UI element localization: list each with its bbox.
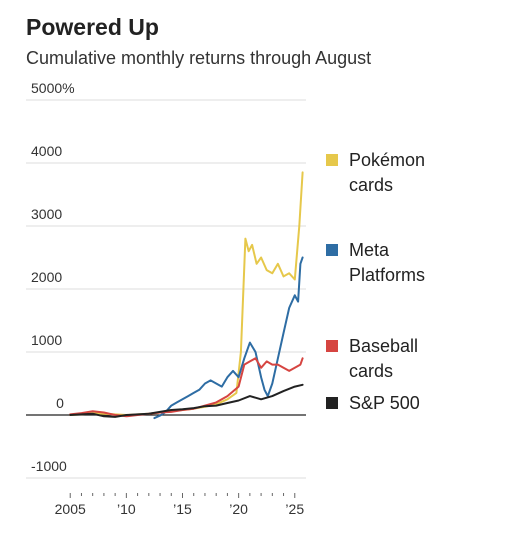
series-line-baseball-cards (69, 357, 304, 418)
legend-swatch-baseball-cards (326, 340, 338, 352)
legend-label-meta-platforms: Platforms (349, 265, 425, 285)
series-lines (69, 171, 304, 420)
y-tick-label: 3000 (31, 206, 62, 222)
y-tick-label: -1000 (31, 458, 67, 474)
y-tick-label: 2000 (31, 269, 62, 285)
gridlines (26, 99, 306, 479)
y-tick-label: 4000 (31, 143, 62, 159)
legend-swatch-meta-platforms (326, 244, 338, 256)
series-line-s-p-500 (69, 383, 304, 418)
y-tick-label: 5000% (31, 80, 75, 96)
legend-label-s-p-500: S&P 500 (349, 393, 420, 413)
legend-label-pok-mon-cards: cards (349, 175, 393, 195)
series-line-meta-platforms (153, 256, 304, 420)
legend-label-baseball-cards: cards (349, 361, 393, 381)
legend-label-baseball-cards: Baseball (349, 336, 418, 356)
x-tick-label: ’20 (229, 501, 248, 517)
x-tick-label: ’15 (173, 501, 192, 517)
x-tick-label: ’25 (285, 501, 304, 517)
chart-subtitle: Cumulative monthly returns through Augus… (26, 48, 372, 68)
legend-label-meta-platforms: Meta (349, 240, 390, 260)
legend-swatch-s-p-500 (326, 397, 338, 409)
x-axis: 2005 ’10 ’15 ’20 ’25 (55, 493, 304, 517)
legend-swatch-pok-mon-cards (326, 154, 338, 166)
y-tick-label: 1000 (31, 332, 62, 348)
x-tick-label: 2005 (55, 501, 86, 517)
chart-title: Powered Up (26, 14, 159, 40)
y-tick-label: 0 (56, 395, 64, 411)
series-line-pok-mon-cards (69, 171, 304, 416)
y-tick-labels: 5000% 4000 3000 2000 1000 0 -1000 (31, 80, 75, 474)
legend: Pokémon cards Meta Platforms Baseball cards S&… (326, 150, 425, 413)
x-tick-label: ’10 (117, 501, 136, 517)
legend-label-pok-mon-cards: Pokémon (349, 150, 425, 170)
